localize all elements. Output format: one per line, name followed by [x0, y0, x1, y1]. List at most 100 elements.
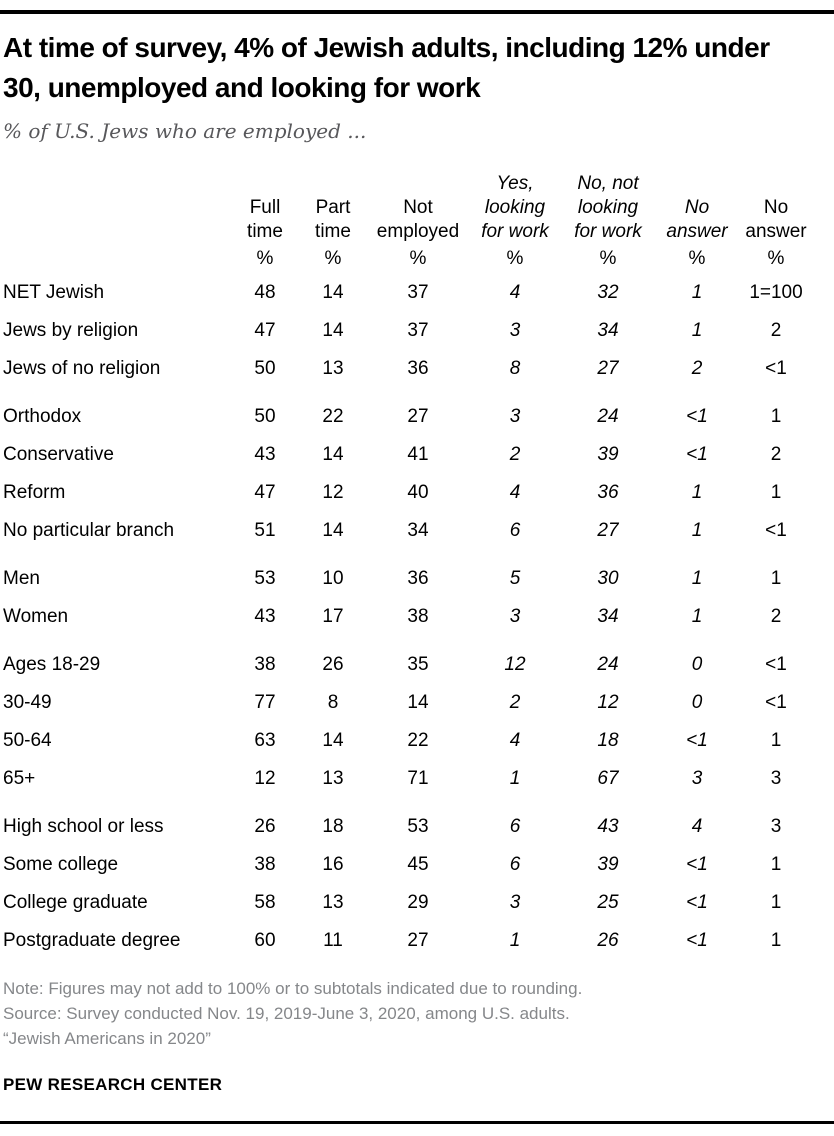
- table-cell: 39: [597, 444, 619, 465]
- table-cell: 34: [597, 320, 619, 341]
- table-cell: 48: [254, 282, 276, 303]
- header-spacer: [3, 172, 231, 244]
- table-cell: 1: [770, 730, 782, 751]
- table-cell: 41: [407, 444, 429, 465]
- table-cell: <1: [686, 892, 708, 913]
- row-label: 50-64: [3, 730, 52, 751]
- table-cell: 1: [770, 406, 782, 427]
- table-cell: 38: [254, 854, 276, 875]
- percent-symbol: %: [599, 248, 617, 269]
- table-cell: 51: [254, 520, 276, 541]
- row-label: Women: [3, 606, 69, 627]
- table-cell: 38: [254, 654, 276, 675]
- table-cell: 14: [322, 730, 344, 751]
- row-label: Some college: [3, 854, 119, 875]
- table-cell: 40: [407, 482, 429, 503]
- table-cell: 32: [597, 282, 619, 303]
- table-cell: 24: [597, 654, 619, 675]
- table-cell: 47: [254, 320, 276, 341]
- table-cell: 2: [509, 692, 521, 713]
- table-cell: 22: [322, 406, 344, 427]
- table-cell: 2: [770, 320, 782, 341]
- table-header: Full time Part time Not employed Yes, looking fo…: [3, 172, 813, 274]
- percent-symbol: %: [767, 248, 785, 269]
- table-cell: 27: [407, 930, 429, 951]
- table-cell: 3: [770, 768, 782, 789]
- unit-spacer: [3, 244, 231, 274]
- table-cell: 4: [509, 730, 521, 751]
- table-cell: 1: [691, 568, 703, 589]
- table-cell: 3: [691, 768, 703, 789]
- table-cell: <1: [765, 654, 787, 675]
- table-cell: 13: [322, 768, 344, 789]
- table-cell: 4: [509, 482, 521, 503]
- table-cell: 1: [691, 520, 703, 541]
- table-row: No particular branch 51 14 34 6 27 1 <1: [3, 512, 813, 550]
- table-cell: 4: [691, 816, 703, 837]
- table-cell: 39: [597, 854, 619, 875]
- row-label: Jews by religion: [3, 320, 139, 341]
- row-label: Ages 18-29: [3, 654, 101, 675]
- table-cell: 43: [254, 444, 276, 465]
- group-spacer-cell: [3, 550, 813, 560]
- table-cell: 34: [407, 520, 429, 541]
- table-cell: 3: [509, 892, 521, 913]
- table-cell: 38: [407, 606, 429, 627]
- table-cell: 63: [254, 730, 276, 751]
- table-cell: 0: [691, 654, 703, 675]
- table-row: Ages 18-29 38 26 35 12 24 0 <1: [3, 646, 813, 684]
- table-row: Some college 38 16 45 6 39 <1 1: [3, 846, 813, 884]
- column-header: No answer: [745, 197, 807, 242]
- table-cell: 36: [407, 358, 429, 379]
- table-cell: 6: [509, 854, 521, 875]
- table-cell: <1: [686, 730, 708, 751]
- table-cell: 14: [322, 444, 344, 465]
- top-divider: [0, 10, 834, 14]
- table-cell: 58: [254, 892, 276, 913]
- table-row: 30-49 77 8 14 2 12 0 <1: [3, 684, 813, 722]
- group-spacer: [3, 798, 813, 808]
- row-label: College graduate: [3, 892, 148, 913]
- table-cell: <1: [765, 358, 787, 379]
- table-cell: 1: [691, 282, 703, 303]
- table-row: Jews of no religion 50 13 36 8 27 2 <1: [3, 350, 813, 388]
- table-cell: 4: [509, 282, 521, 303]
- source-line: Source: Survey conducted Nov. 19, 2019-J…: [3, 1004, 570, 1023]
- group-spacer-cell: [3, 388, 813, 398]
- table-cell: 18: [322, 816, 344, 837]
- table-cell: <1: [765, 520, 787, 541]
- table-cell: 18: [597, 730, 619, 751]
- group-spacer: [3, 388, 813, 398]
- table-cell: 10: [322, 568, 344, 589]
- table-cell: 2: [509, 444, 521, 465]
- table-cell: 26: [322, 654, 344, 675]
- employment-table: Full time Part time Not employed Yes, looking fo…: [3, 172, 813, 960]
- table-cell: 37: [407, 282, 429, 303]
- group-spacer-cell: [3, 636, 813, 646]
- table-cell: <1: [686, 406, 708, 427]
- table-cell: 3: [509, 320, 521, 341]
- row-label: No particular branch: [3, 520, 175, 541]
- table-cell: 50: [254, 406, 276, 427]
- column-header: Part time: [315, 197, 351, 242]
- table-cell: 3: [509, 406, 521, 427]
- table-cell: 12: [504, 654, 526, 675]
- header-row: Full time Part time Not employed Yes, looking fo…: [3, 172, 813, 244]
- group-spacer: [3, 550, 813, 560]
- table-cell: 12: [322, 482, 344, 503]
- table-cell: 3: [509, 606, 521, 627]
- table-cell: 12: [254, 768, 276, 789]
- figure-subtitle: % of U.S. Jews who are employed ...: [3, 119, 367, 143]
- table-cell: 3: [770, 816, 782, 837]
- table-cell: 14: [322, 520, 344, 541]
- table-row: NET Jewish 48 14 37 4 32 1 1=100: [3, 274, 813, 312]
- row-label: Men: [3, 568, 40, 589]
- table-row: Women 43 17 38 3 34 1 2: [3, 598, 813, 636]
- table-cell: 6: [509, 520, 521, 541]
- table-cell: <1: [686, 854, 708, 875]
- table-row: Jews by religion 47 14 37 3 34 1 2: [3, 312, 813, 350]
- table-cell: 1: [691, 606, 703, 627]
- table-cell: 1: [509, 768, 521, 789]
- bottom-divider: [0, 1121, 834, 1124]
- brand-label: PEW RESEARCH CENTER: [3, 1075, 223, 1094]
